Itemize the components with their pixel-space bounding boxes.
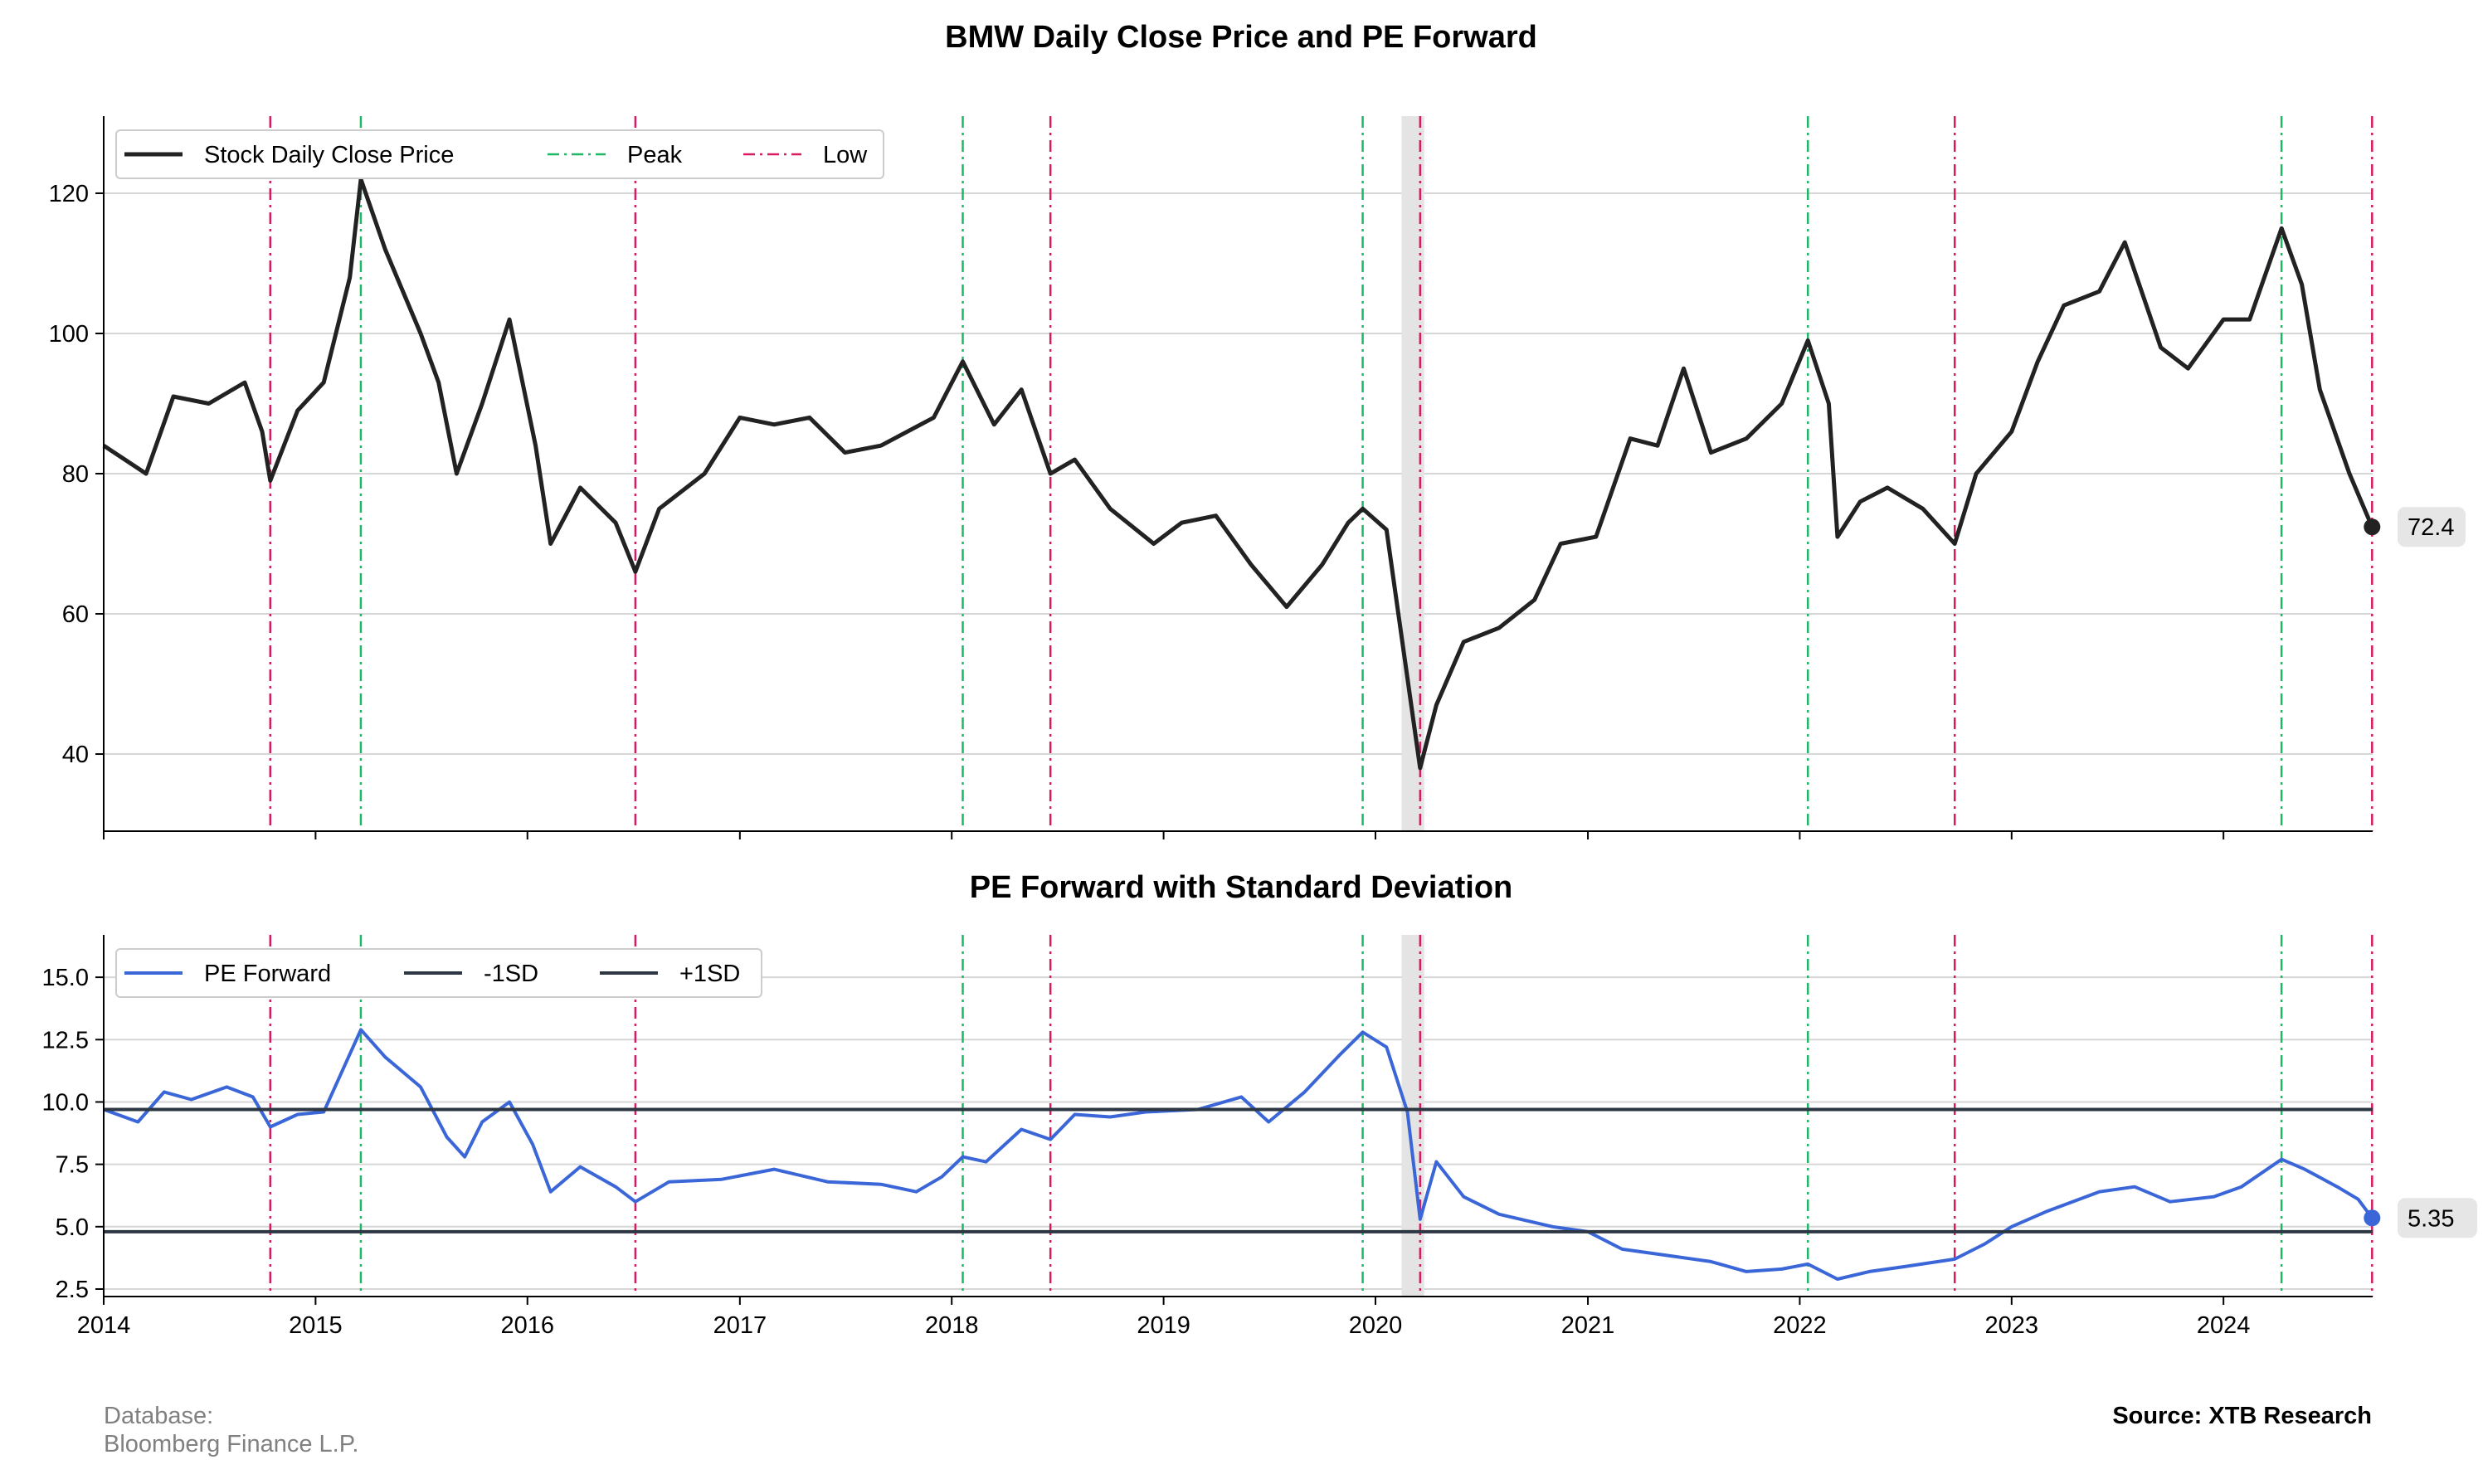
legend-label: Peak xyxy=(627,142,683,168)
last-value-box xyxy=(2398,1198,2477,1238)
x-tick-label: 2019 xyxy=(1137,1312,1190,1339)
price-chart-title: BMW Daily Close Price and PE Forward xyxy=(945,20,1537,55)
y-tick-label: 7.5 xyxy=(56,1152,89,1179)
legend-label: +1SD xyxy=(679,961,740,987)
price-chart: BMW Daily Close Price and PE Forward 40 6… xyxy=(49,20,2466,839)
database-value: Bloomberg Finance L.P. xyxy=(104,1431,359,1457)
last-value-label: 72.4 xyxy=(2408,514,2454,541)
legend-label: Low xyxy=(823,142,868,168)
price-chart-x-ticks xyxy=(103,831,2225,839)
x-tick-label: 2023 xyxy=(1985,1312,2039,1339)
price-chart-y-ticks: 40 60 80 100 120 xyxy=(49,181,104,768)
database-label: Database: xyxy=(104,1403,214,1429)
x-tick-label: 2015 xyxy=(289,1312,343,1339)
pe-chart-y-ticks: 2.5 5.0 7.5 10.0 12.5 15.0 xyxy=(42,965,104,1303)
last-value-marker xyxy=(2364,1209,2381,1227)
legend-label: Stock Daily Close Price xyxy=(204,142,454,168)
x-tick-label: 2016 xyxy=(500,1312,554,1339)
pe-chart-x-ticks: 2014 2015 2016 2017 2018 2019 2020 2021 2022 2023… xyxy=(77,1297,2251,1339)
x-tick-label: 2021 xyxy=(1561,1312,1615,1339)
legend-box xyxy=(115,129,884,179)
y-tick-label: 40 xyxy=(62,742,89,768)
pe-chart-gridlines xyxy=(104,976,2373,1290)
y-tick-label: 120 xyxy=(49,181,89,207)
y-tick-label: 12.5 xyxy=(42,1027,89,1053)
x-tick-label: 2020 xyxy=(1349,1312,1403,1339)
y-tick-label: 2.5 xyxy=(56,1277,89,1303)
pe-chart: PE Forward with Standard Deviation 2.5 5.… xyxy=(42,870,2477,1339)
pe-chart-last-value: 5.35 xyxy=(2364,1198,2477,1238)
legend-label: PE Forward xyxy=(204,961,331,987)
y-tick-label: 15.0 xyxy=(42,965,89,991)
y-tick-label: 80 xyxy=(62,461,89,488)
x-tick-label: 2014 xyxy=(77,1312,131,1339)
x-tick-label: 2017 xyxy=(713,1312,767,1339)
pe-chart-shaded-period xyxy=(1401,935,1424,1297)
series-line xyxy=(103,1028,2373,1281)
y-tick-label: 60 xyxy=(62,601,89,628)
y-tick-label: 10.0 xyxy=(42,1089,89,1116)
price-chart-peak-low-lines xyxy=(269,116,2373,831)
price-chart-last-value: 72.4 xyxy=(2364,507,2466,547)
source-note: Source: XTB Research xyxy=(2112,1403,2372,1429)
x-tick-label: 2022 xyxy=(1773,1312,1827,1339)
price-chart-legend: Stock Daily Close Price Peak Low xyxy=(115,129,884,179)
pe-chart-legend: PE Forward -1SD +1SD xyxy=(115,948,762,998)
y-tick-label: 5.0 xyxy=(56,1214,89,1241)
last-value-label: 5.35 xyxy=(2408,1205,2454,1232)
pe-chart-title: PE Forward with Standard Deviation xyxy=(970,870,1513,905)
x-tick-label: 2018 xyxy=(925,1312,979,1339)
y-tick-label: 100 xyxy=(49,321,89,348)
x-tick-label: 2024 xyxy=(2197,1312,2251,1339)
price-chart-series xyxy=(102,177,2374,771)
last-value-marker xyxy=(2364,518,2381,536)
price-chart-gridlines xyxy=(104,192,2373,756)
shaded-period xyxy=(1401,935,1424,1297)
series-line xyxy=(102,177,2374,771)
last-value-box xyxy=(2398,507,2466,547)
pe-chart-axes xyxy=(103,935,2373,1297)
pe-chart-series xyxy=(103,1028,2373,1281)
legend-label: -1SD xyxy=(484,961,538,987)
